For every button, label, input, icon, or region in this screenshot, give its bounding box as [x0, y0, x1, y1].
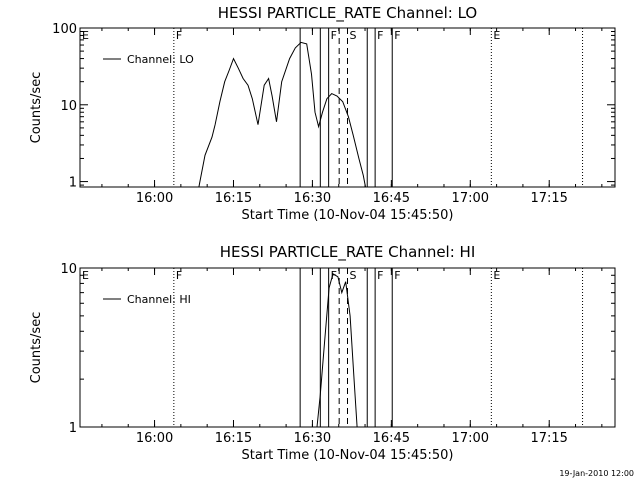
- panel1-title: HESSI PARTICLE_RATE Channel: LO: [218, 4, 477, 23]
- panel2-x-tick-label: 16:15: [215, 431, 252, 446]
- panel1-marker-label: E: [82, 29, 89, 42]
- panel2-y-axis-title: Counts/sec: [29, 312, 44, 384]
- panel1-y-tick-label: 1: [69, 176, 77, 191]
- panel1-y-tick-label: 100: [52, 22, 77, 37]
- panel2-y-tick-label: 1: [69, 421, 77, 436]
- panel1-marker-label: F: [394, 29, 400, 42]
- panel2-marker-label: F: [394, 269, 400, 282]
- panel1-marker-label: F: [331, 29, 337, 42]
- panel2-title: HESSI PARTICLE_RATE Channel: HI: [220, 243, 476, 262]
- panel1-marker-label: F: [176, 29, 182, 42]
- panel1-x-axis-title: Start Time (10-Nov-04 15:45:50): [242, 208, 454, 223]
- panel2-x-tick-label: 17:15: [530, 431, 567, 446]
- panel2-x-tick-label: 17:00: [452, 431, 489, 446]
- panel2-x-tick-label: 16:30: [294, 431, 331, 446]
- panel1-x-tick-label: 17:15: [530, 191, 567, 206]
- panel1-x-tick-label: 16:15: [215, 191, 252, 206]
- panel1-marker-label: F: [377, 29, 383, 42]
- panel1-marker-label: S: [350, 29, 357, 42]
- panel2-x-axis-title: Start Time (10-Nov-04 15:45:50): [242, 448, 454, 463]
- panel1-y-axis-title: Counts/sec: [29, 72, 44, 144]
- panel1-x-tick-label: 16:00: [136, 191, 173, 206]
- panel2-marker-label: E: [82, 269, 89, 282]
- panel1-y-tick-label: 10: [60, 99, 77, 114]
- panel2-y-tick-label: 10: [60, 262, 77, 277]
- panel2-marker-label: S: [350, 269, 357, 282]
- panel2-marker-label: E: [493, 269, 500, 282]
- panel2-x-tick-label: 16:45: [373, 431, 410, 446]
- panel1-marker-label: E: [493, 29, 500, 42]
- panel2-legend-label: Channel: HI: [127, 293, 191, 306]
- panel1-x-tick-label: 16:45: [373, 191, 410, 206]
- panel1-x-tick-label: 16:30: [294, 191, 331, 206]
- panel2-x-tick-label: 16:00: [136, 431, 173, 446]
- panel2-marker-label: F: [331, 269, 337, 282]
- panel2-marker-label: F: [176, 269, 182, 282]
- panel1-legend-label: Channel: LO: [127, 53, 194, 66]
- panel2-marker-label: F: [377, 269, 383, 282]
- footer-timestamp: 19-Jan-2010 12:00: [559, 469, 634, 478]
- panel1-series-line: [198, 41, 366, 188]
- panel2-series-line: [316, 273, 358, 428]
- panel1-x-tick-label: 17:00: [452, 191, 489, 206]
